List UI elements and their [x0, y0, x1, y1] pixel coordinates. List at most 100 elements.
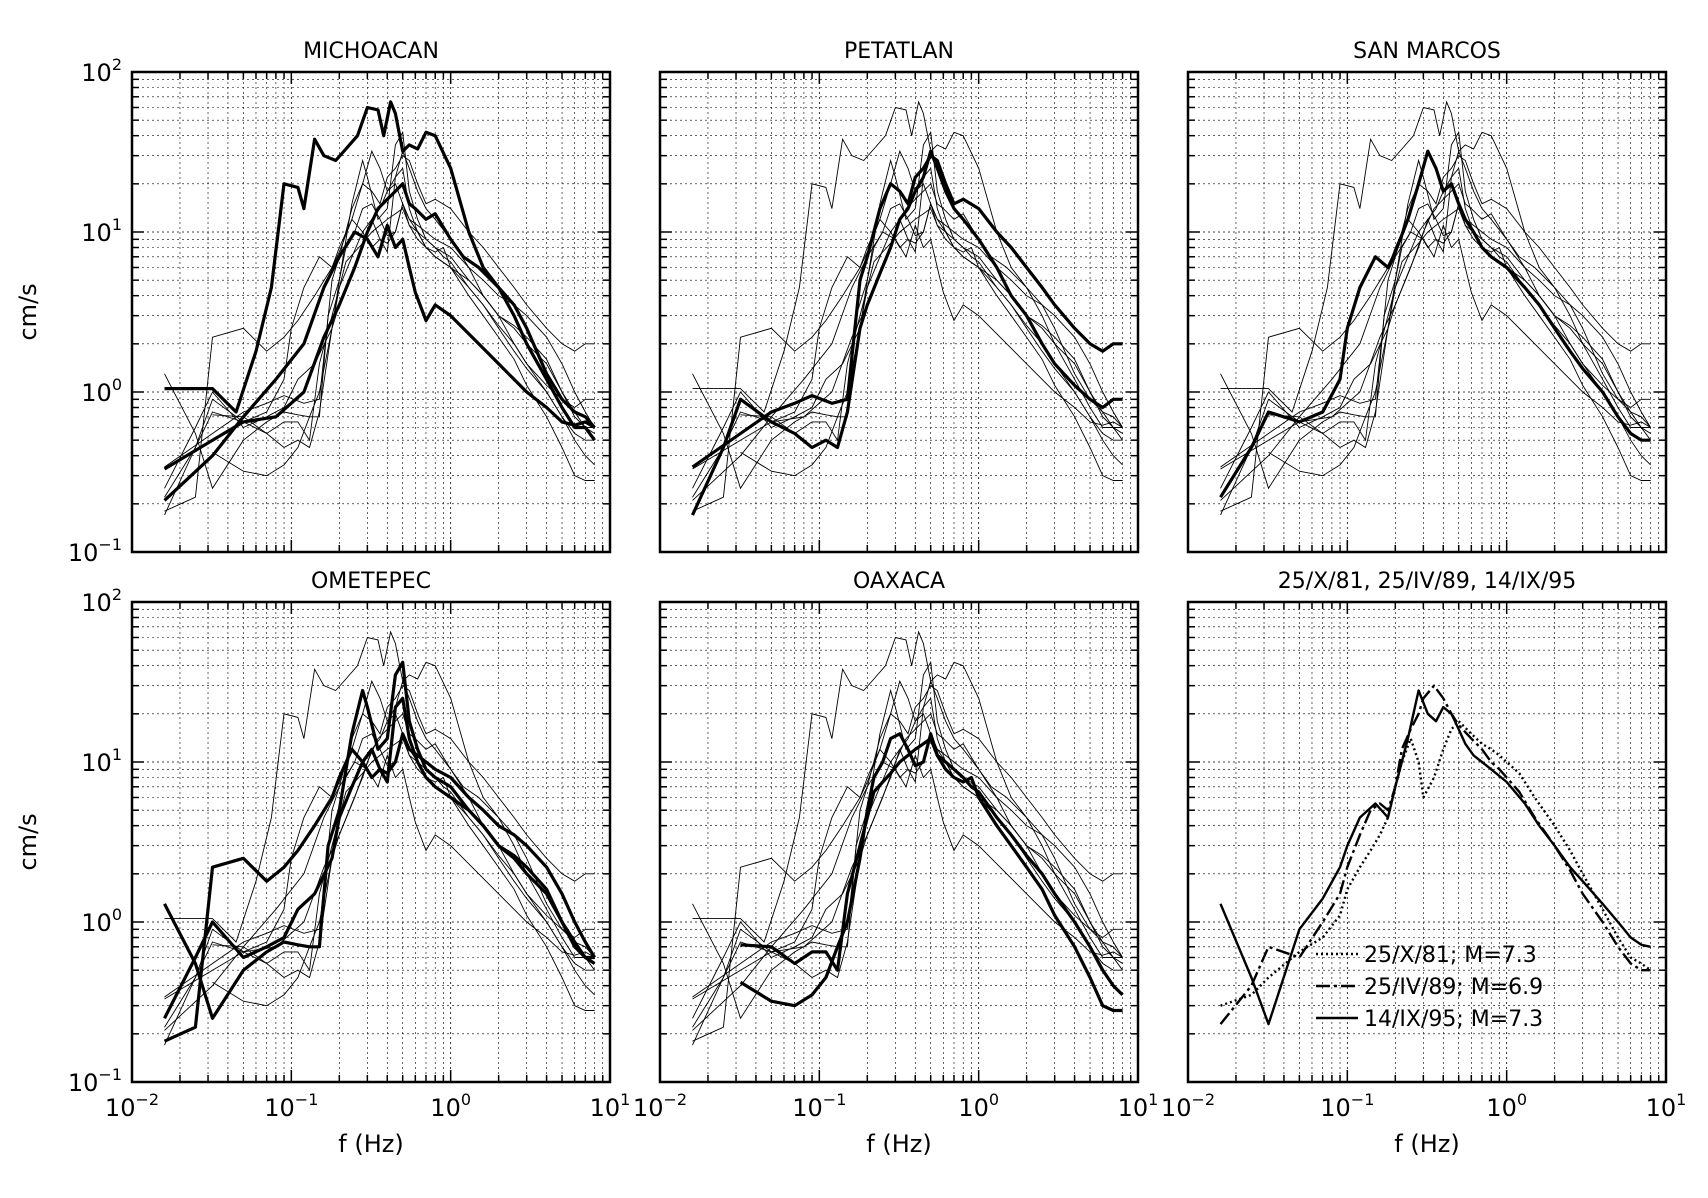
series-line: [163, 182, 596, 471]
background-series-line: [164, 630, 595, 958]
plot-area: [660, 602, 1138, 1082]
background-series-line: [692, 630, 1123, 958]
background-series-line: [692, 685, 1123, 998]
series-group: [1219, 100, 1651, 516]
series-line: [740, 737, 1124, 997]
series-group: [163, 100, 596, 516]
series-line: [1220, 720, 1652, 1007]
x-tick-label: 100: [958, 1090, 999, 1122]
plot-area: [132, 72, 610, 552]
background-series-line: [692, 100, 1123, 428]
background-series-line: [1220, 100, 1651, 428]
background-series-line: [1220, 130, 1651, 490]
grid: [660, 72, 1138, 552]
background-series-line: [212, 207, 595, 466]
x-tick-label: 10−1: [792, 1090, 846, 1122]
series-line: [163, 223, 596, 502]
plot-area: [1188, 602, 1666, 1082]
background-series-line: [1268, 207, 1651, 466]
panel-6: 25/X/81; M=7.3 25/IV/89; M=6.9 14/IX/95; M…: [1161, 569, 1686, 1158]
panel-title: PETATLAN: [844, 39, 954, 64]
x-tick-label: 10−2: [1161, 1090, 1215, 1122]
legend-label: 25/X/81; M=7.3: [1364, 943, 1537, 968]
series-line: [691, 149, 1123, 516]
series-group: [692, 630, 1124, 1046]
x-axis-label: f (Hz): [1394, 1130, 1459, 1158]
plot-area: [1188, 72, 1666, 552]
grid: [660, 602, 1138, 1082]
series-line: [1219, 689, 1651, 1026]
x-tick-label: 101: [1118, 1090, 1159, 1122]
background-series-line: [164, 753, 595, 1031]
y-tick-label: 100: [81, 905, 122, 937]
series-group: [163, 630, 596, 1046]
plot-frame: [658, 600, 1140, 1084]
panel-3: SAN MARCOS: [1186, 39, 1668, 554]
background-series-line: [692, 149, 1123, 498]
panel-title: 25/X/81, 25/IV/89, 14/IX/95: [1278, 569, 1577, 594]
y-tick-label: 101: [81, 745, 122, 777]
y-axis-label: cm/s: [14, 283, 42, 340]
plot-frame: [658, 70, 1140, 554]
x-tick-label: 10−1: [264, 1090, 318, 1122]
panel-5: OAXACA 10−2 10−1 100 101 f (Hz): [633, 569, 1158, 1158]
x-tick-label: 100: [430, 1090, 471, 1122]
grid: [1188, 602, 1666, 1082]
x-tick-label: 10−1: [1320, 1090, 1374, 1122]
panel-title: SAN MARCOS: [1353, 39, 1501, 64]
background-series-line: [692, 223, 1123, 501]
panel-title: OMETEPEC: [311, 569, 431, 594]
y-tick-label: 10−1: [68, 1065, 122, 1097]
panel-title: MICHOACAN: [303, 39, 439, 64]
background-series-line: [692, 753, 1123, 1031]
x-axis-label: f (Hz): [338, 1130, 403, 1158]
series-line: [164, 100, 596, 429]
x-axis-label: f (Hz): [866, 1130, 931, 1158]
y-axis-label: cm/s: [14, 813, 42, 870]
plot-frame: [130, 70, 612, 554]
legend-label: 14/IX/95; M=7.3: [1364, 1007, 1543, 1032]
y-tick-label: 10−1: [68, 535, 122, 567]
background-series-line: [692, 130, 1123, 490]
panel-2: PETATLAN: [658, 39, 1140, 554]
background-series-line: [164, 149, 595, 498]
background-series-line: [164, 685, 595, 998]
y-tick-label: 102: [81, 585, 122, 617]
background-series-line: [692, 167, 1123, 512]
series-line: [163, 732, 596, 1020]
background-series-line: [692, 660, 1123, 1020]
background-series-line: [1220, 167, 1651, 512]
x-tick-label: 101: [590, 1090, 631, 1122]
series-group: [691, 100, 1123, 516]
x-tick-label: 101: [1646, 1090, 1687, 1122]
panels-group: MICHOACAN 10−1 100 101 102 cm/s PETATLAN SAN MA…: [14, 39, 1686, 1158]
x-tick-label: 100: [1486, 1090, 1527, 1122]
background-series-line: [692, 697, 1123, 1042]
series-line: [163, 660, 595, 1020]
x-tick-label: 10−2: [105, 1090, 159, 1122]
panel-1: MICHOACAN 10−1 100 101 102 cm/s: [14, 39, 612, 567]
background-series-line: [164, 155, 595, 468]
background-series-line: [740, 202, 1123, 481]
legend: 25/X/81; M=7.3 25/IV/89; M=6.9 14/IX/95; M…: [1316, 943, 1543, 1032]
plot-frame: [1186, 600, 1668, 1084]
background-series-line: [1220, 155, 1651, 468]
plot-area: [660, 72, 1138, 552]
series-line: [163, 696, 596, 1043]
plot-area: [132, 602, 610, 1082]
series-line: [1219, 684, 1651, 1025]
series-line: [1219, 149, 1651, 499]
y-tick-label: 102: [81, 55, 122, 87]
background-series-line: [692, 679, 1123, 1028]
series-group: [1219, 684, 1652, 1026]
y-tick-label: 100: [81, 375, 122, 407]
plot-frame: [130, 600, 612, 1084]
y-tick-label: 101: [81, 215, 122, 247]
x-tick-label: 10−2: [633, 1090, 687, 1122]
plot-frame: [1186, 70, 1668, 554]
background-series-line: [1220, 223, 1651, 501]
legend-label: 25/IV/89; M=6.9: [1364, 975, 1543, 1000]
panel-title: OAXACA: [853, 569, 945, 594]
